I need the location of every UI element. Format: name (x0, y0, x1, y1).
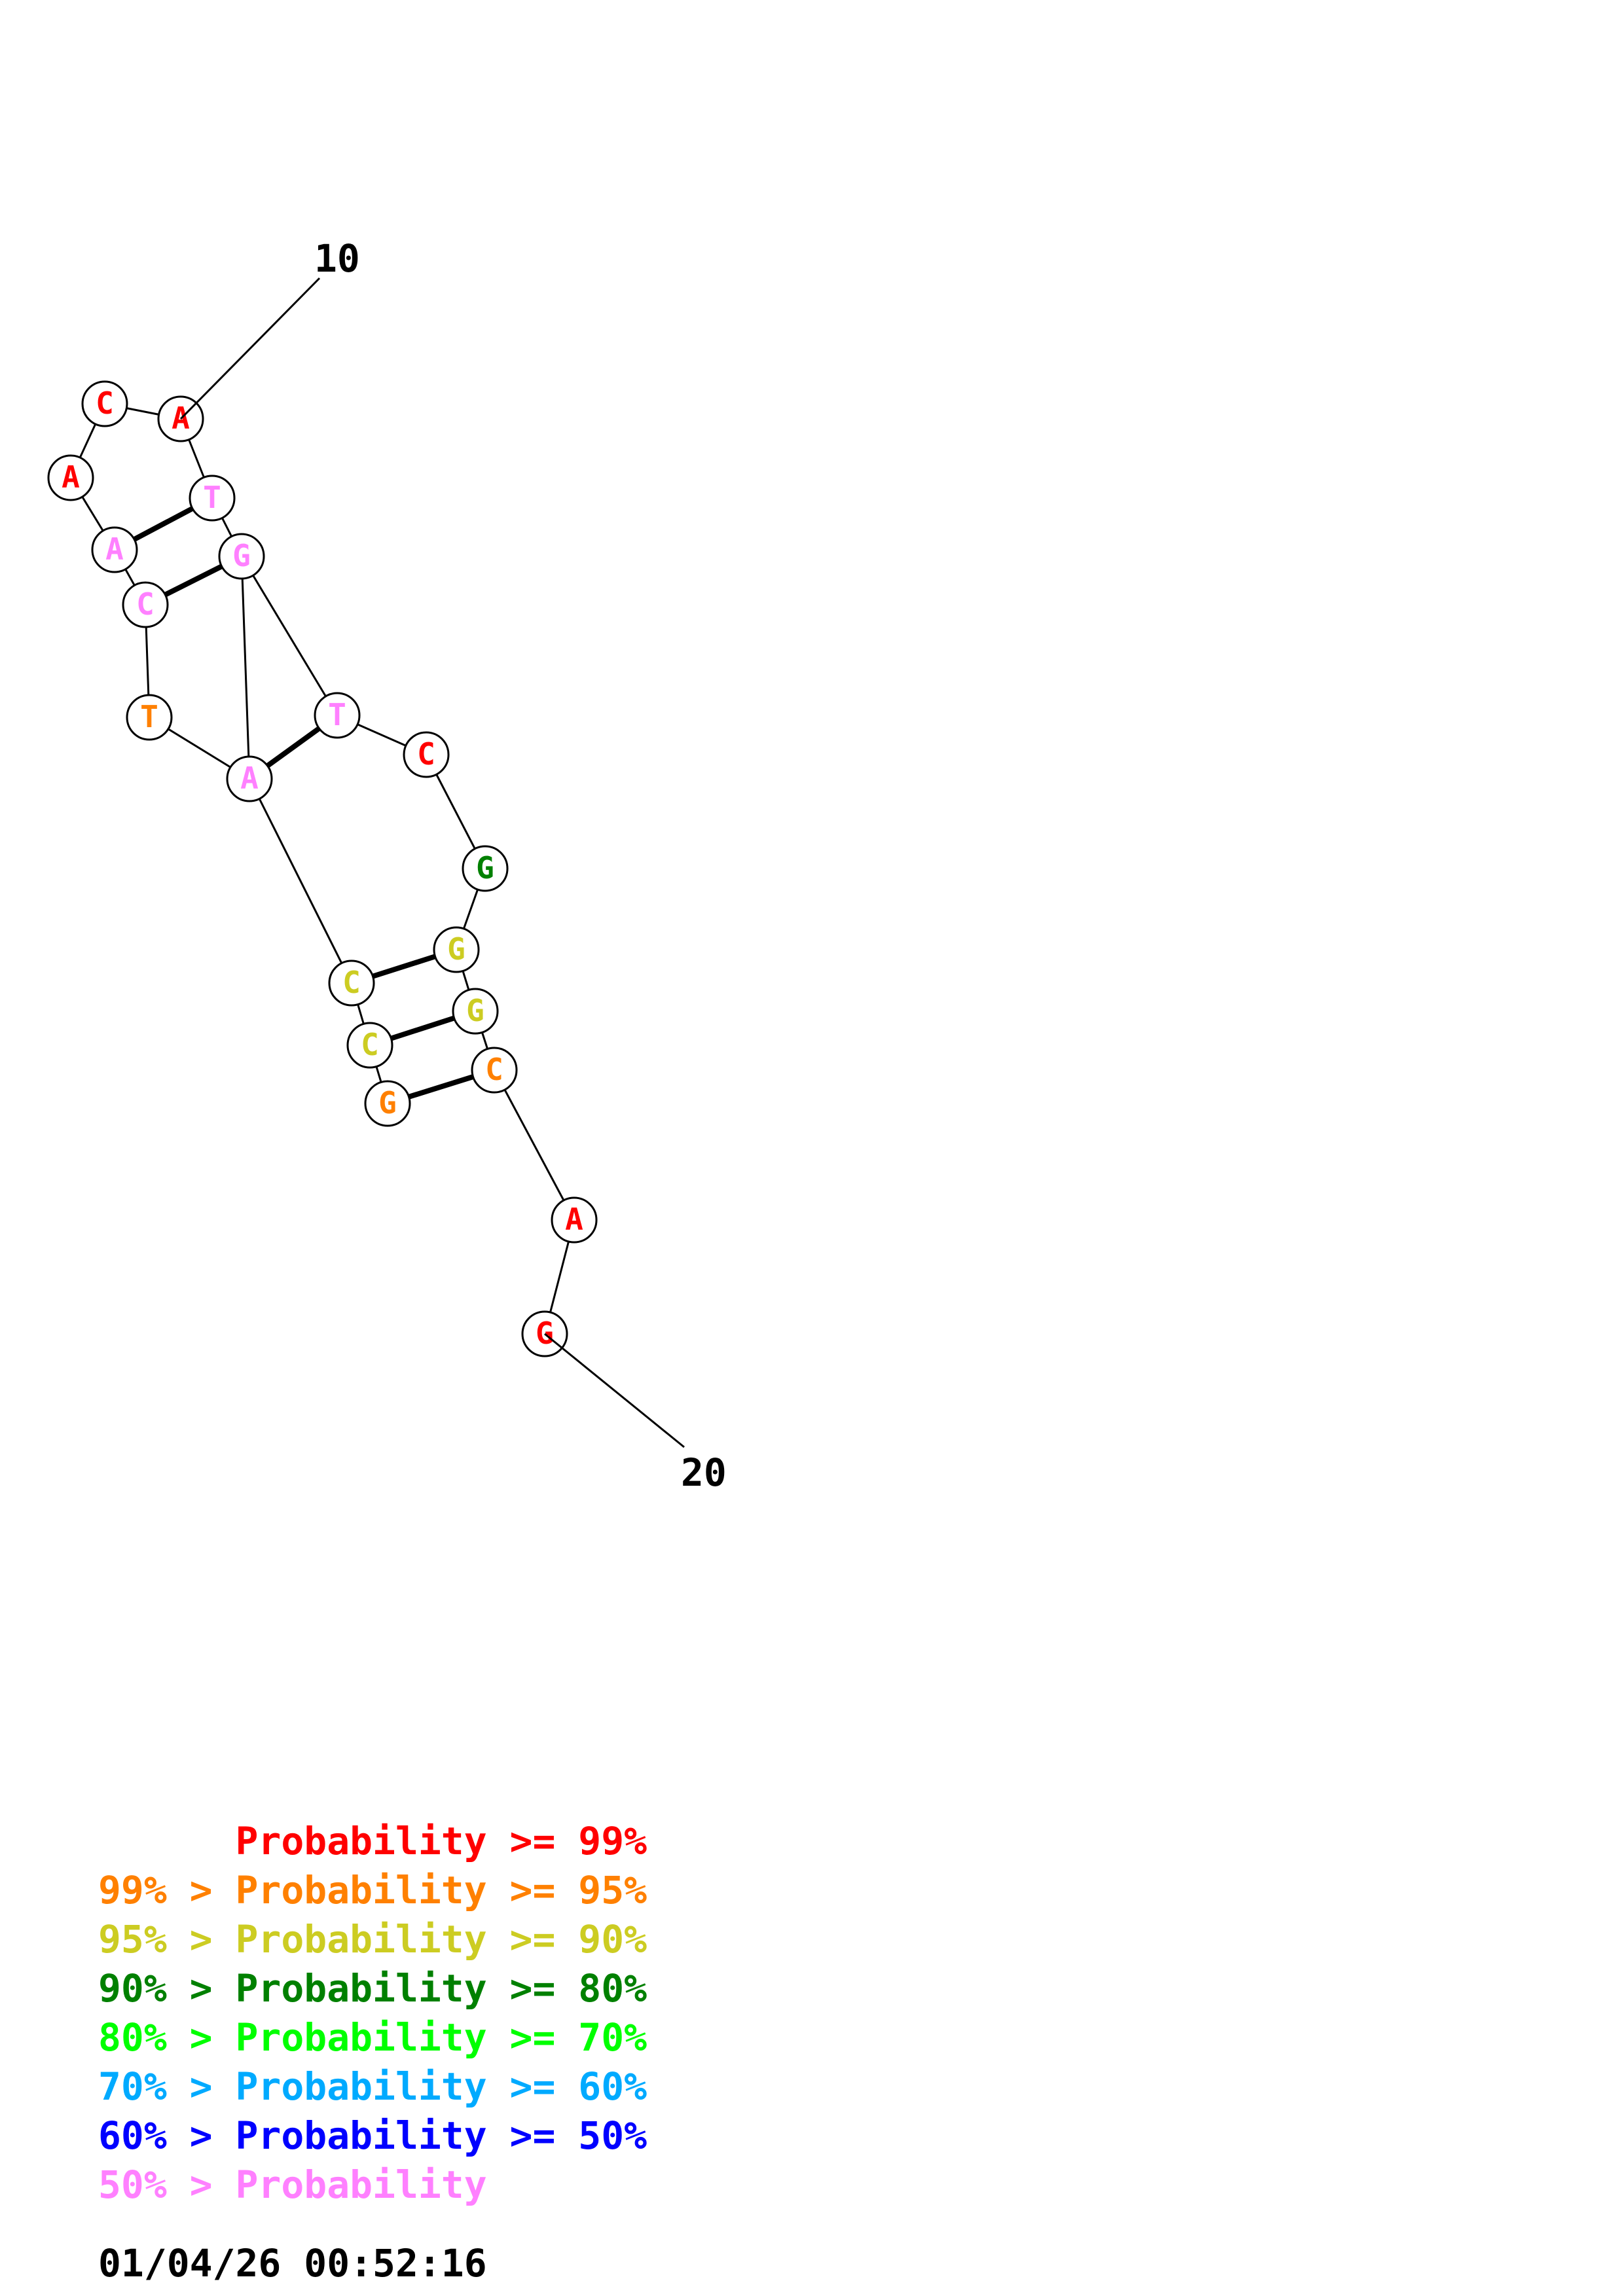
end-label-10: 10 (314, 236, 360, 281)
nucleotide-circle (189, 475, 236, 522)
nucleotide: C (122, 581, 169, 628)
nucleotide-circle (91, 526, 138, 573)
end-lead-line (544, 1333, 685, 1448)
legend-line: 95% > Probability >= 90% (98, 1917, 647, 1962)
nucleotide-circle (462, 845, 509, 892)
backbone-line (493, 1069, 575, 1221)
legend-line: Probability >= 99% (98, 1819, 647, 1863)
nucleotide: C (328, 960, 375, 1007)
timestamp: 01/04/26 00:52:16 (98, 2241, 487, 2286)
nucleotide: A (226, 755, 273, 802)
nucleotide-base: C (342, 965, 361, 1000)
nucleotide: A (551, 1196, 598, 1244)
nucleotide-base: C (417, 736, 435, 772)
nucleotide: G (462, 845, 509, 892)
nucleotide: C (471, 1047, 518, 1094)
nucleotide-circle (314, 692, 361, 739)
end-labels: 10 20 (179, 236, 727, 1495)
nucleotide-base: G (447, 931, 465, 967)
nucleotide-base: A (62, 459, 80, 495)
nucleotide-circle (364, 1080, 411, 1127)
nucleotide-circle (126, 694, 173, 741)
nucleotide-circle (328, 960, 375, 1007)
nucleotide: A (47, 454, 94, 501)
backbone-line (248, 778, 353, 984)
nucleotide-base: C (485, 1052, 503, 1087)
nucleotide-base: A (105, 531, 124, 567)
nucleotide-base: C (136, 586, 155, 622)
start-lead-line (179, 277, 321, 420)
nucleotide-circle (47, 454, 94, 501)
nucleotide-circle (471, 1047, 518, 1094)
nucleotide: T (126, 694, 173, 741)
nucleotide-circle (122, 581, 169, 628)
nucleotide: C (81, 380, 128, 427)
nucleotide-base: T (203, 480, 221, 515)
nucleotide-circle (226, 755, 273, 802)
legend-line: 70% > Probability >= 60% (98, 2064, 647, 2109)
nucleotide: G (218, 533, 265, 580)
nucleotide-circle (403, 731, 450, 778)
nucleotide: C (346, 1022, 393, 1069)
nucleotide-base: G (232, 538, 251, 573)
nucleotide-base: C (96, 386, 114, 421)
nucleotide: G (364, 1080, 411, 1127)
legend-line: 99% > Probability >= 95% (98, 1868, 647, 1912)
nucleotide-base: G (536, 1316, 554, 1351)
nucleotide-base: A (565, 1202, 583, 1237)
nucleotide-base: G (466, 993, 484, 1028)
nucleotide: C (403, 731, 450, 778)
nucleotide-base: G (378, 1085, 397, 1121)
nucleotide-base: T (140, 699, 158, 734)
probability-legend: Probability >= 99% 99% > Probability >= 9… (98, 1819, 647, 2207)
legend-line: 80% > Probability >= 70% (98, 2015, 647, 2060)
legend-line: 90% > Probability >= 80% (98, 1966, 647, 2011)
nucleotide-base: G (476, 850, 494, 886)
nucleotide-circle (452, 988, 499, 1035)
nucleotide-base: A (240, 761, 259, 796)
nucleotide: T (189, 475, 236, 522)
nucleotide: T (314, 692, 361, 739)
legend-line: 60% > Probability >= 50% (98, 2113, 647, 2158)
backbone-line (240, 556, 338, 716)
nucleotide: G (452, 988, 499, 1035)
nucleotide: A (91, 526, 138, 573)
end-label-20: 20 (681, 1450, 727, 1495)
backbone-line (240, 556, 251, 780)
nucleotide-circle (433, 926, 480, 973)
nucleotide-base: C (361, 1027, 379, 1062)
nucleotide-circle (81, 380, 128, 427)
nucleotide: G (433, 926, 480, 973)
nucleotide-base: T (328, 697, 346, 732)
nucleotide-circle (346, 1022, 393, 1069)
nucleotide-circle (551, 1196, 598, 1244)
nucleotide-circle (218, 533, 265, 580)
legend-line: 50% > Probability (98, 2162, 487, 2207)
